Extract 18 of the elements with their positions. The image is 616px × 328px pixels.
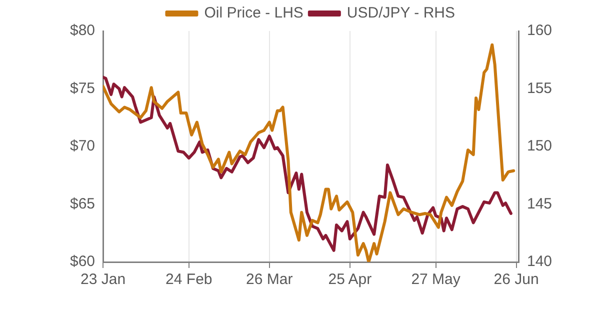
y-tick-label: $65 [70, 195, 96, 212]
x-tick-label: 23 Jan [80, 271, 126, 288]
legend-label: USD/JPY - RHS [346, 4, 455, 22]
x-tick-label: 24 Feb [166, 271, 212, 288]
legend-label: Oil Price - LHS [204, 4, 304, 22]
y2-tick-label: 145 [526, 195, 552, 212]
y-tick-label: $75 [70, 80, 96, 97]
y2-tick-label: 160 [526, 22, 552, 40]
y2-tick-label: 155 [526, 80, 552, 97]
y2-tick-label: 150 [526, 138, 552, 155]
x-tick-label: 25 Apr [328, 271, 372, 288]
x-tick-label: 26 Mar [246, 271, 293, 288]
y-tick-label: $80 [70, 22, 96, 40]
x-tick-label: 27 May [411, 271, 461, 288]
y-tick-label: $60 [70, 253, 96, 270]
x-tick-label: 26 Jun [494, 271, 539, 288]
y2-tick-label: 140 [526, 253, 552, 270]
y-tick-label: $70 [70, 138, 96, 155]
